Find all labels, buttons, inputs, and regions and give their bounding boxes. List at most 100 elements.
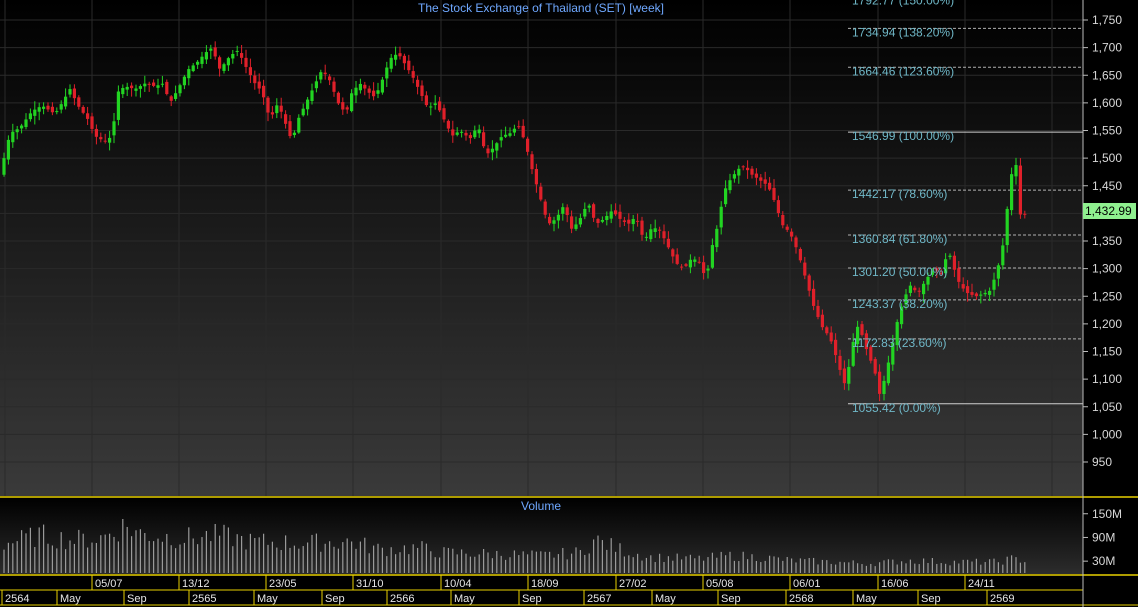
candle-body xyxy=(363,84,367,89)
candle-body xyxy=(499,137,503,141)
fib-level-label: 1664.46 (123.60%) xyxy=(852,64,954,78)
candle-body xyxy=(433,103,437,106)
y-tick-label: 1,050 xyxy=(1092,400,1122,414)
date-label: 24/11 xyxy=(968,578,995,590)
period-label: 2567 xyxy=(587,593,611,605)
y-tick-label: 1,300 xyxy=(1092,262,1122,276)
candle-body xyxy=(209,48,213,51)
candle-body xyxy=(891,342,895,365)
date-label: 05/08 xyxy=(706,578,734,590)
candle-body xyxy=(468,135,472,139)
y-tick-label: 1,450 xyxy=(1092,179,1122,193)
candle-body xyxy=(354,87,358,96)
chart-title: The Stock Exchange of Thailand (SET) [we… xyxy=(418,1,664,15)
candle-body xyxy=(873,359,877,374)
date-label: 27/02 xyxy=(619,578,647,590)
candle-body xyxy=(248,67,252,76)
candle-body xyxy=(328,76,332,81)
candle-body xyxy=(297,117,301,133)
candle-body xyxy=(719,206,723,228)
fibonacci-labels: 1792.77 (150.00%) 1734.94 (138.20%) 1664.4… xyxy=(852,0,954,415)
y-tick-label: 1,750 xyxy=(1092,13,1122,27)
candle-body xyxy=(693,259,697,262)
candle-body xyxy=(367,88,371,93)
period-label: May xyxy=(856,593,877,605)
candle-body xyxy=(218,57,222,69)
candle-body xyxy=(416,79,420,87)
candle-body xyxy=(257,81,261,89)
x-axis-dates: 05/07 13/12 23/05 31/10 10/04 18/09 27/02 05/08… xyxy=(91,575,995,590)
candle-body xyxy=(288,121,292,137)
candle-body xyxy=(851,341,855,366)
period-label: 2569 xyxy=(990,593,1014,605)
candle-body xyxy=(869,346,873,361)
candle-body xyxy=(200,56,204,64)
candle-body xyxy=(301,108,305,116)
period-label: Sep xyxy=(721,593,741,605)
candle-body xyxy=(143,83,147,87)
candle-body xyxy=(926,276,930,285)
candle-body xyxy=(72,88,76,99)
candle-body xyxy=(530,154,534,170)
candle-body xyxy=(988,290,992,295)
candle-body xyxy=(904,294,908,305)
candle-body xyxy=(81,107,85,113)
candle-body xyxy=(460,131,464,133)
candle-body xyxy=(842,368,846,384)
candle-body xyxy=(204,52,208,60)
date-label: 23/05 xyxy=(269,578,297,590)
candle-body xyxy=(495,143,499,151)
candle-body xyxy=(807,275,811,291)
candle-body xyxy=(952,255,956,270)
candle-body xyxy=(341,102,345,110)
candle-body xyxy=(33,109,37,116)
candle-body xyxy=(55,111,59,113)
fib-level-label: 1243.37 (38.20%) xyxy=(852,297,947,311)
candle-body xyxy=(790,231,794,237)
y-tick-label: 1,650 xyxy=(1092,68,1122,82)
candle-body xyxy=(380,79,384,93)
candle-body xyxy=(631,219,635,225)
candle-body xyxy=(235,50,239,52)
candle-body xyxy=(490,148,494,153)
candle-body xyxy=(178,85,182,94)
candle-body xyxy=(314,81,318,89)
candle-body xyxy=(20,125,24,129)
fib-level-label: 1055.42 (0.00%) xyxy=(852,401,941,415)
candle-body xyxy=(442,108,446,120)
candle-body xyxy=(759,177,763,181)
candle-body xyxy=(358,83,362,91)
candle-body xyxy=(829,332,833,342)
fib-level-label: 1301.20 (50.00%) xyxy=(852,265,947,279)
candle-body xyxy=(438,101,442,111)
candle-body xyxy=(46,105,50,110)
candle-body xyxy=(812,288,816,306)
candle-body xyxy=(592,204,596,218)
period-label: Sep xyxy=(127,593,147,605)
fib-level-label: 1442.17 (78.60%) xyxy=(852,187,947,201)
candle-body xyxy=(130,85,134,89)
candle-body xyxy=(323,72,327,75)
candle-body xyxy=(59,104,63,110)
candle-body xyxy=(86,113,90,119)
candle-body xyxy=(90,116,94,129)
candle-body xyxy=(715,228,719,248)
candle-body xyxy=(570,216,574,229)
x-axis-periods: 2564 May Sep 2565 May Sep 2566 May Sep 2567 May Sep… xyxy=(1,590,1014,605)
candle-body xyxy=(724,188,728,205)
candle-body xyxy=(609,211,613,219)
candle-body xyxy=(1023,213,1027,215)
candle-body xyxy=(191,65,195,72)
candle-body xyxy=(451,129,455,136)
candle-body xyxy=(666,238,670,248)
candle-body xyxy=(125,86,129,90)
candle-body xyxy=(746,167,750,171)
candle-body xyxy=(152,82,156,86)
candle-body xyxy=(640,220,644,235)
candle-body xyxy=(103,140,107,142)
y-tick-label: 1,150 xyxy=(1092,345,1122,359)
candle-body xyxy=(732,174,736,179)
date-label: 18/09 xyxy=(531,578,559,590)
candle-body xyxy=(306,99,310,110)
candle-body xyxy=(275,105,279,114)
